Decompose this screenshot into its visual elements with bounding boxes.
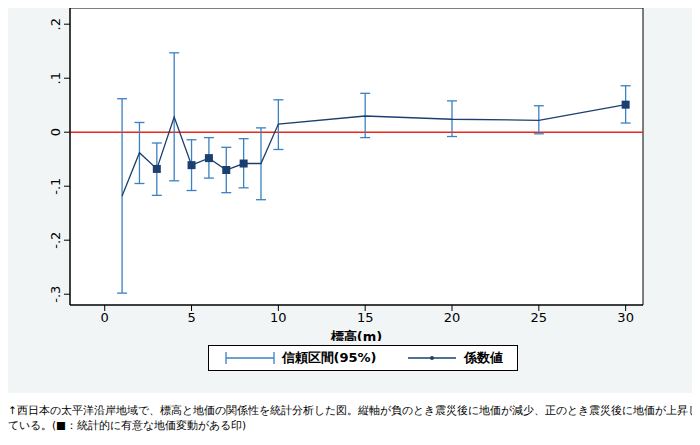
svg-text:25: 25 <box>531 310 548 325</box>
svg-text:-.3: -.3 <box>48 286 63 303</box>
svg-text:-.1: -.1 <box>48 178 63 195</box>
html-text:ている。(■：統計的に有意な地価変動がある印): ている。(■：統計的に有意な地価変動がある印) <box>8 419 247 431</box>
svg-text:0: 0 <box>48 128 63 136</box>
html-text:信頼区間(95%): 信頼区間(95%) <box>281 350 377 365</box>
svg-text:15: 15 <box>357 310 374 325</box>
svg-text:0: 0 <box>101 310 109 325</box>
svg-text:.2: .2 <box>48 18 63 30</box>
svg-text:-.2: -.2 <box>48 232 63 249</box>
svg-text:20: 20 <box>444 310 461 325</box>
svg-text:標高(m): 標高(m) <box>330 329 382 341</box>
svg-text:.1: .1 <box>48 72 63 84</box>
html-text:係数値: 係数値 <box>463 350 503 365</box>
html-text:↑西日本の太平洋沿岸地域で、標高と地価の関係性を統計分析した: ↑西日本の太平洋沿岸地域で、標高と地価の関係性を統計分析した図。縦軸が負のとき震… <box>8 404 699 416</box>
svg-text:5: 5 <box>187 310 195 325</box>
svg-text:10: 10 <box>270 310 287 325</box>
svg-text:30: 30 <box>617 310 634 325</box>
